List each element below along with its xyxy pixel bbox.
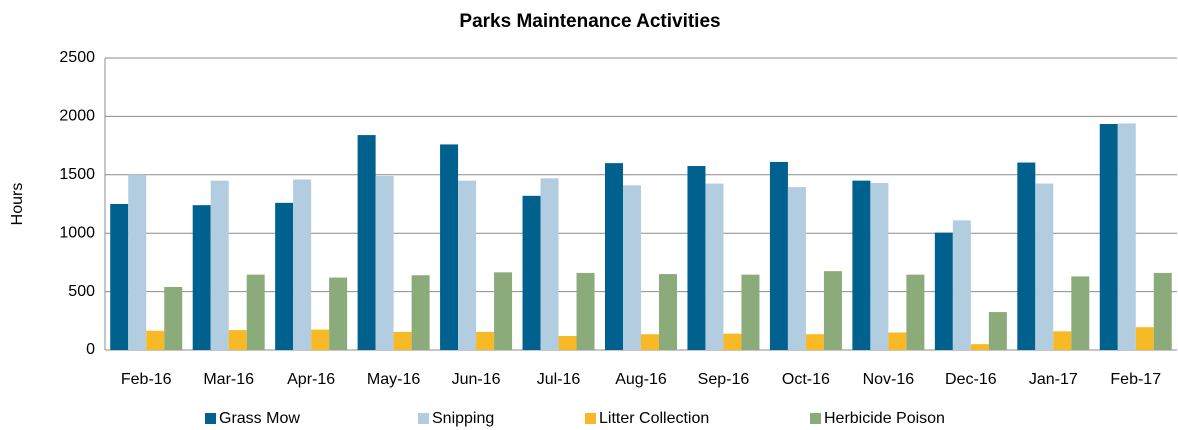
bar xyxy=(411,275,430,350)
bar xyxy=(687,166,706,350)
bar xyxy=(293,179,312,350)
chart-title: Parks Maintenance Activities xyxy=(459,11,720,32)
bar xyxy=(805,334,824,350)
bar xyxy=(888,332,907,350)
x-tick-label: Oct-16 xyxy=(782,371,830,388)
bar xyxy=(605,163,623,350)
bar xyxy=(769,161,788,350)
x-tick-label: Sep-16 xyxy=(698,371,750,388)
x-tick-label: May-16 xyxy=(367,371,420,388)
x-tick-label: Jun-16 xyxy=(452,371,501,388)
bar xyxy=(146,330,165,350)
x-tick-label: Nov-16 xyxy=(863,371,915,388)
bar xyxy=(741,274,760,350)
bar xyxy=(311,329,330,350)
bar xyxy=(1153,272,1172,350)
bar xyxy=(458,180,477,350)
y-axis-label: Hours xyxy=(9,183,26,226)
x-tick-label: Feb-16 xyxy=(121,371,172,388)
bar xyxy=(1071,276,1090,350)
legend-swatch xyxy=(810,413,821,424)
bar xyxy=(659,274,677,350)
bar xyxy=(870,182,889,350)
legend-label: Snipping xyxy=(432,410,494,427)
bar xyxy=(723,333,742,350)
x-tick-label: Jan-17 xyxy=(1029,371,1078,388)
bar xyxy=(192,205,211,350)
bar xyxy=(357,135,376,350)
bar xyxy=(393,331,412,350)
bar xyxy=(440,144,459,350)
bar xyxy=(228,330,247,350)
bar xyxy=(705,183,724,350)
x-tick-label: Feb-17 xyxy=(1110,371,1161,388)
y-tick-label: 1500 xyxy=(59,166,95,183)
bar xyxy=(329,277,348,350)
x-tick-label: Apr-16 xyxy=(287,371,335,388)
bar xyxy=(164,286,183,350)
y-tick-label: 1000 xyxy=(59,224,95,241)
legend-swatch xyxy=(418,413,429,424)
x-tick-label: Dec-16 xyxy=(945,371,997,388)
bar xyxy=(576,272,595,350)
bar xyxy=(375,175,394,350)
bar xyxy=(246,274,265,350)
x-tick-label: Jul-16 xyxy=(537,371,581,388)
y-tick-label: 2500 xyxy=(59,49,95,66)
bar xyxy=(210,180,229,350)
x-tick-label: Aug-16 xyxy=(615,371,667,388)
bar xyxy=(522,195,541,350)
bar xyxy=(970,344,989,350)
bar xyxy=(934,232,953,350)
y-tick-label: 2000 xyxy=(59,108,95,125)
legend-swatch xyxy=(205,413,216,424)
bar xyxy=(823,271,842,350)
bar xyxy=(852,180,871,350)
bar xyxy=(952,220,971,350)
bar xyxy=(988,312,1007,350)
legend-label: Herbicide Poison xyxy=(824,410,945,427)
x-tick-label: Mar-16 xyxy=(203,371,254,388)
bar xyxy=(906,274,925,350)
bar xyxy=(1017,162,1036,350)
bar xyxy=(1099,123,1118,350)
legend-label: Litter Collection xyxy=(599,410,709,427)
bar xyxy=(110,204,129,350)
bar xyxy=(1035,183,1054,350)
bar xyxy=(128,174,147,350)
bar xyxy=(476,331,495,350)
bar xyxy=(623,185,641,350)
bar xyxy=(641,334,659,350)
bar xyxy=(275,202,294,350)
bar xyxy=(540,178,559,350)
bar xyxy=(494,272,513,350)
bar xyxy=(1135,327,1154,350)
y-tick-label: 500 xyxy=(68,283,95,300)
y-tick-label: 0 xyxy=(86,341,95,358)
bar xyxy=(558,335,577,350)
bar xyxy=(787,187,806,350)
bar xyxy=(1053,331,1072,350)
legend-label: Grass Mow xyxy=(219,410,300,427)
bar xyxy=(1117,123,1136,351)
legend-swatch xyxy=(585,413,596,424)
